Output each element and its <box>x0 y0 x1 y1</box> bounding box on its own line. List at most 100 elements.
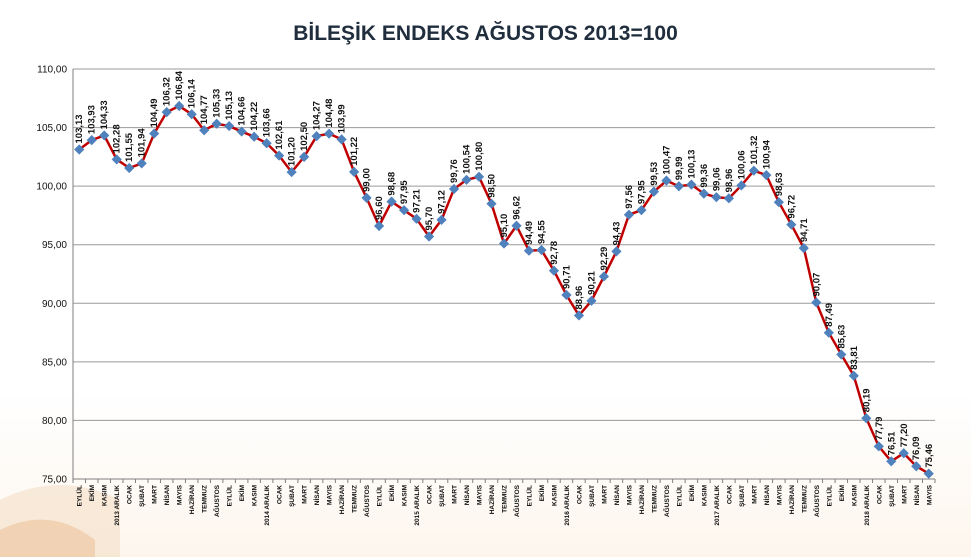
y-tick-label: 110,00 <box>37 65 67 76</box>
data-label: 102,50 <box>299 122 310 151</box>
data-point <box>523 245 535 256</box>
data-point <box>598 271 610 282</box>
x-tick-label: ŞUBAT <box>289 485 296 507</box>
data-label: 97,95 <box>399 180 410 204</box>
data-label: 98,68 <box>387 172 398 196</box>
x-tick-label: AĞUSTOS <box>512 484 521 517</box>
data-point <box>548 265 560 276</box>
data-label: 101,20 <box>287 137 298 166</box>
data-label: 76,09 <box>911 436 922 460</box>
x-tick-label: OCAK <box>277 485 284 504</box>
data-label: 80,19 <box>861 388 872 412</box>
x-tick-label: TEMMUZ <box>352 485 359 513</box>
x-tick-label: AĞUSTOS <box>212 484 221 517</box>
data-label: 83,81 <box>849 345 860 369</box>
x-tick-label: ŞUBAT <box>439 485 446 507</box>
data-point <box>249 131 260 142</box>
y-tick-label: 85,00 <box>42 357 67 368</box>
x-tick-label: OCAK <box>876 485 883 504</box>
data-point <box>174 100 185 112</box>
data-label: 99,36 <box>699 164 710 188</box>
data-label: 92,29 <box>599 247 610 271</box>
data-point <box>811 297 822 308</box>
x-tick-label: EYLÜL <box>225 485 234 506</box>
x-tick-label: TEMMUZ <box>651 485 658 513</box>
x-tick-label: NİSAN <box>613 485 621 506</box>
x-tick-label: MAYIS <box>177 484 184 505</box>
x-tick-label: KASIM <box>102 485 109 506</box>
data-label: 100,54 <box>462 144 473 174</box>
data-label: 88,96 <box>574 286 585 310</box>
data-label: 76,51 <box>886 431 897 455</box>
data-point <box>586 295 597 306</box>
x-tick-label: NİSAN <box>463 485 471 506</box>
x-tick-label: NİSAN <box>163 485 171 506</box>
data-point <box>199 125 210 136</box>
data-label: 77,20 <box>899 423 910 447</box>
y-tick-label: 95,00 <box>42 240 67 251</box>
data-label: 100,47 <box>661 146 672 175</box>
data-point <box>286 166 297 178</box>
data-label: 98,96 <box>724 169 735 193</box>
x-axis: EYLÜL EKİM KASIM 2013 ARALIK OCAK ŞUBAT MART Nİ… <box>72 478 936 526</box>
data-point <box>136 158 147 169</box>
x-tick-label: NİSAN <box>913 485 921 506</box>
data-label: 100,80 <box>474 142 485 171</box>
y-axis: 75,00 80,00 85,00 90,00 95,00 100,00 105,00 110… <box>36 65 74 486</box>
y-tick-label: 80,00 <box>42 416 67 427</box>
x-tick-label: MART <box>302 485 309 504</box>
x-tick-label: NİSAN <box>313 485 321 506</box>
data-label: 95,70 <box>424 207 435 231</box>
data-label: 102,28 <box>112 124 123 153</box>
y-tick-label: 75,00 <box>42 475 67 486</box>
x-tick-label: HAZİRAN <box>188 485 196 515</box>
x-tick-label: OCAK <box>127 485 134 504</box>
data-label: 103,13 <box>74 114 85 143</box>
data-point <box>786 219 797 230</box>
data-label: 104,49 <box>149 98 160 127</box>
data-point <box>324 128 335 139</box>
data-point <box>761 170 772 181</box>
x-tick-label: EKİM <box>688 485 696 501</box>
data-label: 101,55 <box>124 132 135 162</box>
data-label: 98,50 <box>487 174 498 198</box>
y-tick-label: 105,00 <box>36 123 67 134</box>
x-tick-label: ŞUBAT <box>139 485 146 507</box>
x-tick-label: NİSAN <box>763 485 771 506</box>
x-tick-label: MART <box>152 485 159 504</box>
x-tick-label: KASIM <box>252 485 259 506</box>
data-label: 75,46 <box>924 444 935 468</box>
data-label: 104,66 <box>237 96 248 125</box>
data-point <box>861 413 872 424</box>
x-tick-label: MART <box>901 485 908 504</box>
data-label: 97,21 <box>412 188 423 212</box>
data-label: 100,94 <box>761 139 772 169</box>
x-tick-label: OCAK <box>576 485 583 504</box>
data-label: 105,13 <box>224 91 235 120</box>
data-point <box>848 370 859 381</box>
data-point <box>336 134 347 145</box>
data-label: 90,07 <box>811 273 822 297</box>
x-tick-label: EKİM <box>88 485 96 501</box>
data-label: 97,56 <box>624 185 635 209</box>
data-label: 96,60 <box>374 196 385 220</box>
x-tick-label: EKİM <box>838 485 846 501</box>
data-label: 100,06 <box>736 150 747 179</box>
data-point <box>86 135 97 146</box>
data-label: 103,93 <box>87 105 98 134</box>
data-point <box>348 166 360 177</box>
data-point <box>161 107 172 118</box>
data-label: 94,49 <box>524 221 535 245</box>
y-tick-label: 90,00 <box>42 299 67 310</box>
data-point <box>224 120 235 132</box>
data-label: 104,33 <box>99 100 110 129</box>
data-label: 99,99 <box>674 156 685 180</box>
data-point <box>423 231 435 242</box>
data-label: 99,76 <box>449 159 460 183</box>
x-tick-label: ŞUBAT <box>889 485 896 507</box>
x-tick-label: KASIM <box>402 485 409 506</box>
x-tick-label: EYLÜL <box>375 485 384 506</box>
data-label: 99,00 <box>362 168 373 192</box>
